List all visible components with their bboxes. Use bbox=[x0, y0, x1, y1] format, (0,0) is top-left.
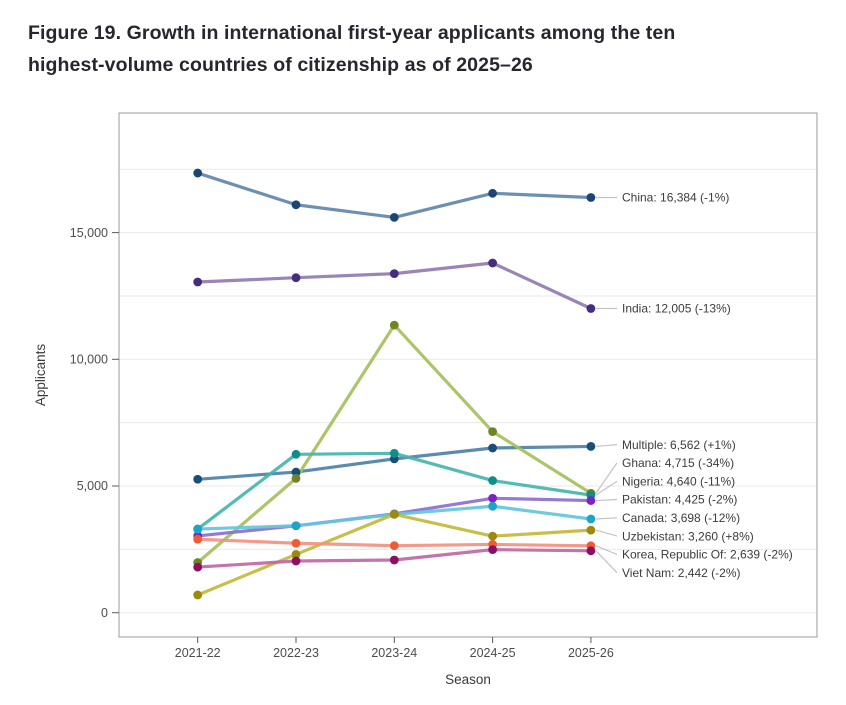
series-point-multiple bbox=[193, 474, 203, 484]
figure-title-line-1: Figure 19. Growth in international first… bbox=[28, 22, 676, 44]
chart-svg: 0 5,000 10,000 15,000 2021-22 2022-23 2023-24 2… bbox=[33, 112, 818, 687]
series-point-pakistan bbox=[488, 493, 497, 503]
series-point-multiple bbox=[586, 442, 596, 451]
series-end-label-ghana: Ghana: 4,715 (-34%) bbox=[622, 456, 734, 470]
x-axis-tick-label: 2023-24 bbox=[371, 646, 417, 660]
series-point-india bbox=[488, 258, 497, 268]
series-end-label-uzbekistan: Uzbekistan: 3,260 (+8%) bbox=[622, 529, 754, 543]
series-end-label-multiple: Multiple: 6,562 (+1%) bbox=[622, 438, 736, 452]
series-point-korea-republic-of bbox=[193, 534, 203, 544]
series-end-label-viet-nam: Viet Nam: 2,442 (-2%) bbox=[622, 566, 741, 580]
y-axis-tick-label: 5,000 bbox=[77, 479, 108, 493]
series-point-uzbekistan bbox=[488, 531, 497, 541]
label-connector bbox=[595, 545, 618, 555]
series-point-viet-nam bbox=[389, 555, 399, 565]
y-axis-tick-label: 10,000 bbox=[70, 353, 108, 367]
series-point-canada bbox=[193, 524, 203, 534]
panel-border bbox=[118, 112, 818, 638]
series-end-label-canada: Canada: 3,698 (-12%) bbox=[622, 511, 740, 525]
series-end-label-india: India: 12,005 (-13%) bbox=[622, 302, 731, 316]
x-axis-title: Season bbox=[445, 672, 491, 687]
label-connector bbox=[595, 462, 618, 494]
series-point-canada bbox=[488, 501, 497, 511]
x-axis-tick-label: 2021-22 bbox=[175, 646, 221, 660]
x-axis-tick-label: 2022-23 bbox=[273, 646, 319, 660]
series-end-label-china: China: 16,384 (-1%) bbox=[622, 191, 729, 205]
series-point-india bbox=[586, 304, 596, 313]
series-point-canada bbox=[291, 521, 301, 531]
label-connector bbox=[595, 480, 618, 496]
series-point-uzbekistan bbox=[193, 590, 203, 600]
series-point-viet-nam bbox=[193, 562, 203, 572]
series-point-china bbox=[389, 212, 399, 222]
series-point-uzbekistan bbox=[586, 525, 596, 535]
series-point-ghana bbox=[389, 320, 399, 330]
series-point-korea-republic-of bbox=[291, 538, 301, 548]
series-point-uzbekistan bbox=[389, 509, 399, 519]
series-point-china bbox=[586, 193, 596, 202]
y-axis-title: Applicants bbox=[33, 344, 48, 407]
series-end-label-pakistan: Pakistan: 4,425 (-2%) bbox=[622, 493, 737, 507]
series-point-india bbox=[193, 277, 203, 287]
figure-title-line-2: highest-volume countries of citizenship … bbox=[28, 53, 533, 76]
series-point-canada bbox=[586, 514, 596, 524]
series-end-label-korea-republic-of: Korea, Republic Of: 2,639 (-2%) bbox=[622, 548, 793, 562]
label-connector bbox=[595, 529, 618, 537]
series-point-viet-nam bbox=[291, 556, 301, 566]
series-point-india bbox=[389, 269, 399, 279]
label-connector bbox=[595, 444, 618, 448]
series-point-viet-nam bbox=[488, 545, 497, 555]
series-point-multiple bbox=[291, 467, 301, 477]
series-point-nigeria bbox=[389, 448, 399, 458]
series-point-pakistan bbox=[586, 496, 596, 505]
series-point-nigeria bbox=[291, 449, 301, 459]
series-point-china bbox=[193, 168, 203, 178]
series-end-label-nigeria: Nigeria: 4,640 (-11%) bbox=[622, 474, 735, 488]
series-point-korea-republic-of bbox=[389, 541, 399, 551]
label-connector bbox=[595, 498, 618, 502]
y-axis-tick-label: 0 bbox=[101, 606, 108, 620]
series-point-uzbekistan bbox=[291, 550, 301, 559]
series-point-nigeria bbox=[488, 476, 497, 485]
figure-title: Figure 19. Growth in international first… bbox=[0, 0, 846, 82]
x-axis-tick-label: 2025-26 bbox=[568, 646, 614, 660]
series-point-china bbox=[291, 200, 301, 210]
series-point-ghana bbox=[488, 427, 497, 437]
series-point-india bbox=[291, 273, 301, 283]
y-axis-tick-label: 15,000 bbox=[70, 226, 108, 240]
series-point-china bbox=[488, 188, 497, 198]
series-point-viet-nam bbox=[586, 546, 596, 556]
label-connector bbox=[595, 550, 618, 574]
x-axis-tick-label: 2024-25 bbox=[470, 646, 516, 660]
series-point-ghana bbox=[291, 473, 301, 483]
series-point-multiple bbox=[488, 443, 497, 453]
label-connector bbox=[595, 517, 618, 520]
applicants-line-chart: 0 5,000 10,000 15,000 2021-22 2022-23 2023-24 2… bbox=[0, 95, 846, 705]
